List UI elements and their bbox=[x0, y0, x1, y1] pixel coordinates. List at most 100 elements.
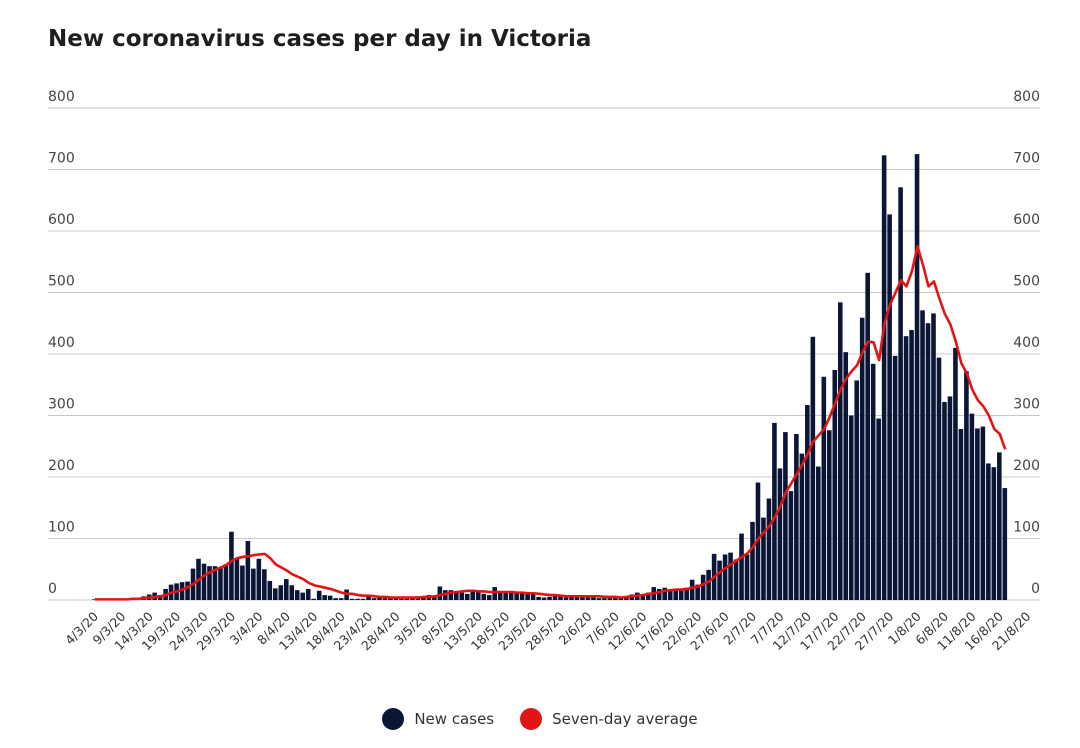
bar-new-cases[interactable] bbox=[514, 593, 519, 600]
bar-new-cases[interactable] bbox=[958, 429, 964, 600]
bar-new-cases[interactable] bbox=[876, 418, 881, 600]
bar-new-cases[interactable] bbox=[338, 598, 344, 600]
bar-new-cases[interactable] bbox=[300, 592, 306, 600]
bar-new-cases[interactable] bbox=[393, 598, 399, 600]
bar-new-cases[interactable] bbox=[470, 592, 476, 600]
bar-new-cases[interactable] bbox=[382, 598, 388, 600]
bar-new-cases[interactable] bbox=[464, 593, 470, 600]
bar-new-cases[interactable] bbox=[454, 592, 459, 600]
bar-new-cases[interactable] bbox=[969, 413, 975, 600]
bar-new-cases[interactable] bbox=[942, 401, 947, 600]
bar-new-cases[interactable] bbox=[541, 597, 547, 600]
bar-new-cases[interactable] bbox=[783, 432, 788, 600]
bar-new-cases[interactable] bbox=[563, 597, 569, 600]
bar-new-cases[interactable] bbox=[887, 214, 892, 600]
bar-new-cases[interactable] bbox=[294, 590, 300, 600]
bar-new-cases[interactable] bbox=[377, 597, 382, 600]
bar-new-cases[interactable] bbox=[788, 491, 794, 600]
bar-new-cases[interactable] bbox=[327, 595, 333, 600]
bar-new-cases[interactable] bbox=[739, 533, 744, 600]
bar-new-cases[interactable] bbox=[991, 467, 997, 600]
bar-new-cases[interactable] bbox=[273, 588, 278, 600]
bar-new-cases[interactable] bbox=[975, 428, 980, 600]
bar-new-cases[interactable] bbox=[837, 302, 843, 600]
bar-new-cases[interactable] bbox=[486, 595, 492, 600]
bar-new-cases[interactable] bbox=[914, 154, 920, 601]
bar-new-cases[interactable] bbox=[212, 566, 218, 600]
bar-new-cases[interactable] bbox=[519, 593, 525, 600]
bar-new-cases[interactable] bbox=[613, 598, 618, 600]
bar-new-cases[interactable] bbox=[678, 589, 684, 600]
bar-new-cases[interactable] bbox=[947, 396, 953, 600]
bar-new-cases[interactable] bbox=[684, 587, 689, 600]
bar-new-cases[interactable] bbox=[640, 595, 646, 600]
bar-new-cases[interactable] bbox=[816, 466, 821, 600]
bar-new-cases[interactable] bbox=[695, 584, 700, 601]
bar-new-cases[interactable] bbox=[805, 405, 810, 600]
bar-new-cases[interactable] bbox=[267, 580, 273, 600]
bar-new-cases[interactable] bbox=[744, 554, 750, 600]
bar-new-cases[interactable] bbox=[936, 357, 942, 600]
bar-new-cases[interactable] bbox=[832, 369, 838, 600]
bar-new-cases[interactable] bbox=[964, 371, 969, 600]
bar-new-cases[interactable] bbox=[421, 596, 426, 600]
bar-new-cases[interactable] bbox=[881, 155, 887, 600]
bar-new-cases[interactable] bbox=[766, 498, 772, 600]
bar-new-cases[interactable] bbox=[437, 586, 443, 600]
bar-new-cases[interactable] bbox=[843, 352, 849, 600]
bar-new-cases[interactable] bbox=[229, 531, 234, 600]
bar-new-cases[interactable] bbox=[349, 598, 355, 600]
bar-new-cases[interactable] bbox=[794, 433, 799, 600]
bar-new-cases[interactable] bbox=[925, 323, 931, 600]
legend-item-seven-day-average[interactable]: Seven-day average bbox=[520, 708, 698, 730]
bar-new-cases[interactable] bbox=[404, 598, 410, 600]
bar-new-cases[interactable] bbox=[750, 521, 755, 600]
bar-new-cases[interactable] bbox=[953, 347, 958, 600]
bar-new-cases[interactable] bbox=[772, 422, 777, 600]
legend-item-new-cases[interactable]: New cases bbox=[382, 708, 494, 730]
bar-new-cases[interactable] bbox=[371, 598, 377, 600]
bar-new-cases[interactable] bbox=[909, 330, 914, 600]
bar-new-cases[interactable] bbox=[366, 595, 371, 600]
bar-new-cases[interactable] bbox=[223, 564, 229, 600]
bar-new-cases[interactable] bbox=[360, 598, 366, 600]
bar-new-cases[interactable] bbox=[931, 313, 936, 600]
bar-new-cases[interactable] bbox=[700, 574, 706, 600]
bar-new-cases[interactable] bbox=[920, 310, 925, 600]
bar-new-cases[interactable] bbox=[777, 468, 783, 600]
bar-new-cases[interactable] bbox=[240, 565, 245, 600]
bar-new-cases[interactable] bbox=[262, 569, 267, 600]
bar-new-cases[interactable] bbox=[848, 415, 854, 601]
bar-new-cases[interactable] bbox=[898, 187, 903, 600]
bar-new-cases[interactable] bbox=[591, 597, 596, 600]
bar-new-cases[interactable] bbox=[311, 598, 316, 600]
bar-new-cases[interactable] bbox=[585, 597, 591, 600]
bar-new-cases[interactable] bbox=[552, 595, 558, 600]
bar-new-cases[interactable] bbox=[602, 598, 607, 600]
bar-new-cases[interactable] bbox=[689, 579, 695, 600]
bar-new-cases[interactable] bbox=[245, 540, 251, 600]
bar-new-cases[interactable] bbox=[497, 592, 503, 600]
bar-new-cases[interactable] bbox=[799, 453, 805, 600]
bar-new-cases[interactable] bbox=[870, 363, 876, 600]
bar-new-cases[interactable] bbox=[234, 558, 240, 600]
bar-new-cases[interactable] bbox=[218, 568, 223, 600]
bar-new-cases[interactable] bbox=[525, 593, 530, 600]
bar-new-cases[interactable] bbox=[530, 594, 536, 600]
bar-new-cases[interactable] bbox=[1002, 488, 1008, 600]
bar-new-cases[interactable] bbox=[986, 463, 991, 600]
bar-new-cases[interactable] bbox=[667, 590, 673, 600]
bar-new-cases[interactable] bbox=[333, 598, 338, 600]
bar-new-cases[interactable] bbox=[322, 595, 327, 600]
bar-new-cases[interactable] bbox=[92, 599, 97, 600]
bar-new-cases[interactable] bbox=[865, 272, 870, 600]
bar-new-cases[interactable] bbox=[810, 336, 816, 600]
bar-new-cases[interactable] bbox=[207, 566, 212, 600]
bar-new-cases[interactable] bbox=[289, 585, 295, 600]
bar-new-cases[interactable] bbox=[185, 581, 190, 600]
bar-new-cases[interactable] bbox=[201, 563, 207, 600]
bar-new-cases[interactable] bbox=[536, 596, 541, 600]
bar-new-cases[interactable] bbox=[503, 591, 508, 600]
bar-new-cases[interactable] bbox=[432, 595, 437, 600]
bar-new-cases[interactable] bbox=[624, 596, 629, 600]
